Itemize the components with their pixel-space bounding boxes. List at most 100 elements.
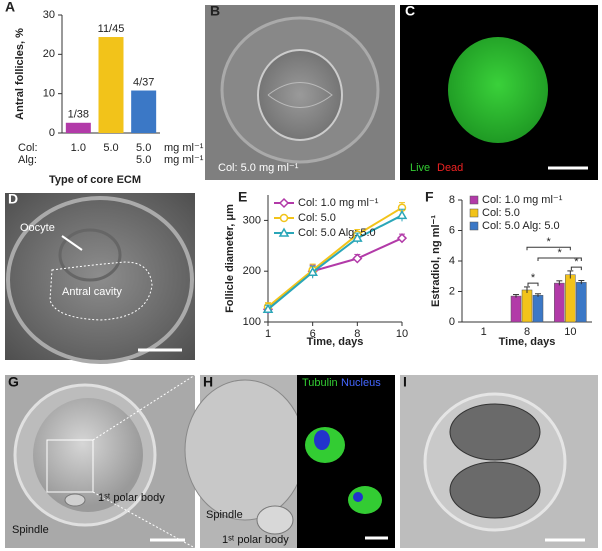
panel-letter: C — [405, 3, 415, 19]
legend-swatch — [469, 208, 479, 218]
y-tick-label: 2 — [449, 285, 455, 297]
stain-label: Nucleus — [341, 377, 381, 389]
marker — [352, 253, 363, 264]
x-tick-label: 5.0 — [136, 142, 151, 154]
image-c: C Live Dead — [400, 3, 598, 180]
bar — [131, 90, 157, 133]
x-tick-label: 8 — [524, 326, 530, 338]
panel-letter: F — [425, 189, 434, 205]
y-tick-label: 0 — [449, 316, 455, 328]
panel-letter: E — [238, 189, 247, 205]
bar — [65, 122, 91, 133]
significance-bracket — [526, 246, 571, 251]
legend-label: Col: 5.0 — [298, 212, 336, 224]
marker — [307, 266, 318, 276]
image-b: B Col: 5.0 mg ml⁻¹ — [205, 3, 395, 180]
significance-star: * — [547, 236, 552, 248]
legend-swatch — [469, 195, 479, 205]
bar — [510, 295, 522, 323]
y-tick-label: 200 — [243, 265, 261, 277]
value-label: 1/38 — [68, 109, 89, 121]
y-tick-label: 8 — [449, 194, 455, 206]
stain-label: Dead — [437, 162, 463, 174]
x-tick-label: 6 — [310, 328, 316, 340]
legend-swatch — [469, 221, 479, 231]
legend-marker — [278, 227, 290, 237]
value-label: 11/45 — [98, 23, 125, 35]
bar — [521, 289, 533, 323]
x-row-unit: mg ml⁻¹ — [164, 154, 204, 166]
annotation: Antral cavity — [62, 286, 122, 298]
stain-label: Live — [410, 162, 430, 174]
y-axis-label: Antral follicles, % — [14, 28, 26, 120]
image-g: G 1ˢᵗ polar body Spindle — [5, 374, 196, 549]
x-axis-label: Time, days — [499, 336, 556, 348]
y-tick-label: 0 — [49, 127, 55, 139]
panel-letter: D — [8, 191, 18, 207]
line — [267, 237, 403, 311]
x-tick-label: 5.0 — [103, 142, 118, 154]
annotation: 1ˢᵗ polar body — [98, 492, 165, 504]
legend-marker — [278, 197, 290, 209]
y-tick-label: 100 — [243, 316, 261, 328]
legend-label: Col: 5.0 Alg: 5.0 — [298, 227, 376, 239]
significance-bracket — [570, 266, 582, 271]
annotation: Spindle — [206, 509, 243, 521]
bar — [532, 295, 544, 323]
significance-star: * — [531, 272, 536, 284]
y-tick-label: 300 — [243, 214, 261, 226]
y-tick-label: 20 — [43, 48, 55, 60]
panel-letter: A — [5, 0, 15, 15]
marker — [396, 233, 408, 244]
x-row-label: Col: — [18, 142, 38, 154]
significance-star: * — [574, 256, 579, 268]
stain-label: Tubulin — [302, 377, 338, 389]
line — [267, 214, 403, 311]
annotation: Spindle — [12, 524, 49, 536]
legend-label: Col: 1.0 mg ml⁻¹ — [298, 197, 379, 209]
bar — [565, 274, 576, 323]
marker — [262, 303, 274, 314]
x-tick-label: 1.0 — [71, 142, 86, 154]
marker — [352, 232, 363, 242]
bar — [554, 282, 565, 323]
x-row-label: Alg: — [18, 154, 37, 166]
panel-letter: G — [8, 374, 19, 390]
legend-label: Col: 5.0 — [482, 207, 520, 219]
image-caption: Col: 5.0 mg ml⁻¹ — [218, 162, 299, 174]
bar — [576, 282, 587, 323]
x-tick-label: 1 — [481, 326, 487, 338]
annotation: 1ˢᵗ polar body — [222, 534, 289, 546]
x-tick-label: 1 — [265, 328, 271, 340]
significance-star: * — [558, 247, 563, 259]
legend-label: Col: 5.0 Alg: 5.0 — [482, 220, 560, 232]
image-i: I — [400, 374, 598, 548]
significance-bracket — [527, 282, 539, 287]
y-tick-label: 6 — [449, 224, 455, 236]
bar — [98, 37, 124, 133]
panel-letter: H — [203, 374, 213, 390]
image-d: D Oocyte Antral cavity — [5, 191, 195, 364]
panel-letter: B — [210, 3, 220, 19]
panel-letter: I — [403, 374, 407, 390]
legend-label: Col: 1.0 mg ml⁻¹ — [482, 194, 563, 206]
marker — [396, 209, 408, 220]
annotation: Oocyte — [20, 222, 55, 234]
y-axis-label: Estradiol, ng ml⁻¹ — [430, 215, 442, 307]
y-tick-label: 4 — [449, 255, 455, 267]
value-label: 4/37 — [133, 76, 154, 88]
y-tick-label: 10 — [43, 88, 55, 100]
image-h: H Spindle 1ˢᵗ polar body Tubulin Nucleus — [184, 374, 395, 548]
line — [267, 206, 403, 308]
x-tick-label: 8 — [354, 328, 360, 340]
y-axis-label: Follicle diameter, μm — [224, 204, 236, 313]
y-tick-label: 30 — [43, 9, 55, 21]
x-tick-label: 10 — [564, 326, 576, 338]
x-tick-label: 10 — [396, 328, 408, 340]
x-axis-label: Type of core ECM — [49, 174, 141, 186]
legend-marker — [279, 213, 289, 223]
x-tick-label: 5.0 — [136, 154, 151, 166]
x-axis-label: Time, days — [307, 336, 364, 348]
significance-bracket — [537, 257, 582, 261]
